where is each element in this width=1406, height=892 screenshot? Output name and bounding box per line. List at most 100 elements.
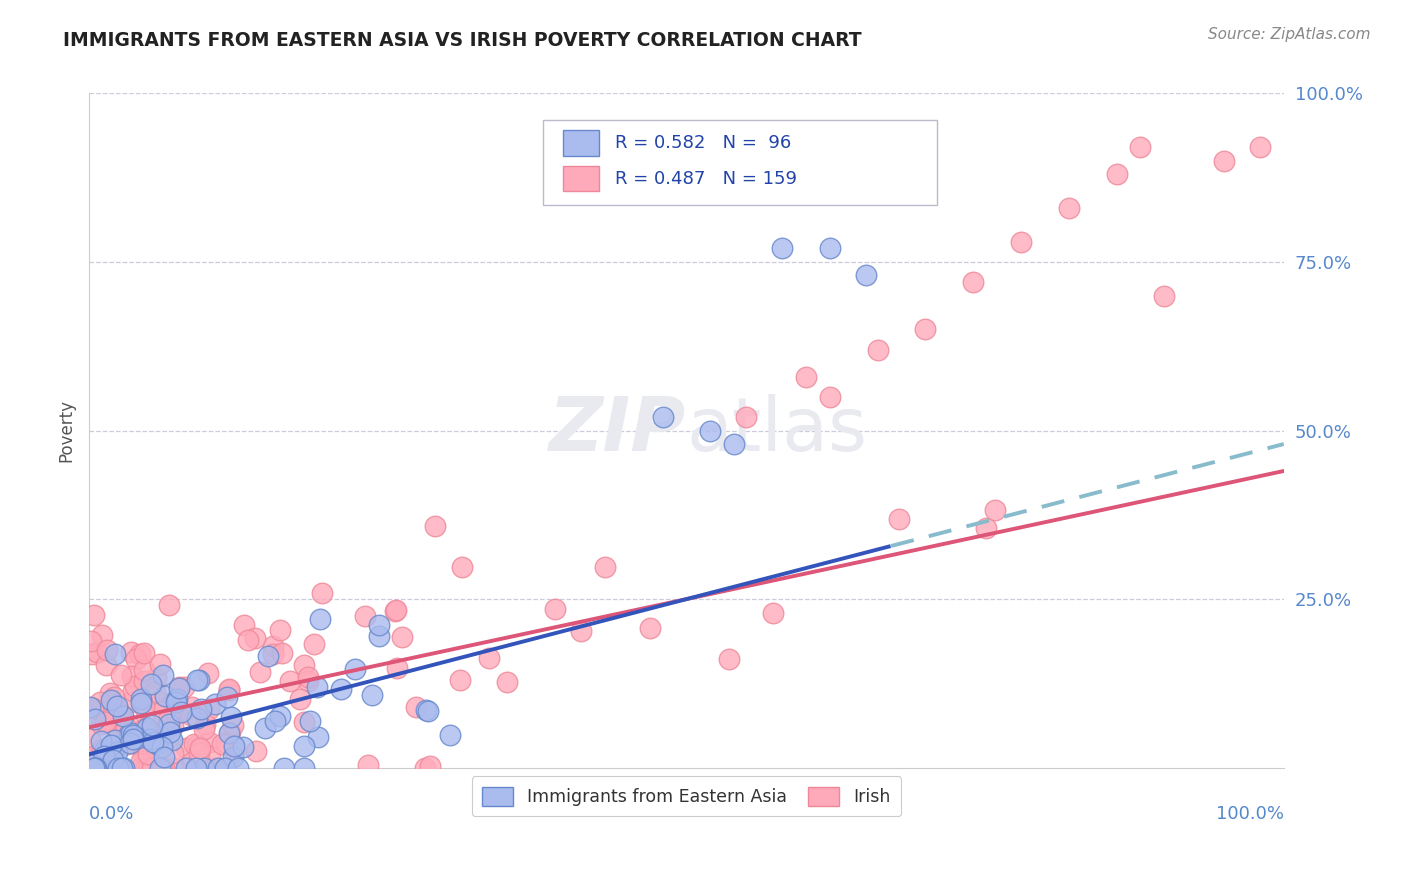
Point bbox=[111, 761, 134, 775]
Point bbox=[273, 761, 295, 775]
Point bbox=[174, 761, 197, 775]
Point bbox=[103, 751, 125, 765]
Point bbox=[118, 695, 141, 709]
Point bbox=[111, 723, 134, 737]
Point bbox=[159, 725, 181, 739]
Point bbox=[425, 519, 447, 533]
Point bbox=[1057, 201, 1080, 215]
Point bbox=[983, 503, 1005, 517]
Point bbox=[214, 761, 236, 775]
Point bbox=[89, 761, 111, 775]
Point bbox=[86, 645, 108, 659]
Point bbox=[94, 761, 117, 775]
Point bbox=[139, 761, 162, 775]
Point bbox=[135, 721, 157, 735]
Point bbox=[478, 651, 501, 665]
Point bbox=[198, 748, 221, 763]
Point bbox=[219, 724, 242, 739]
Point bbox=[79, 731, 101, 746]
Point bbox=[84, 761, 107, 775]
Point bbox=[186, 738, 208, 752]
Bar bbox=[564, 130, 599, 156]
Point bbox=[297, 670, 319, 684]
Text: IMMIGRANTS FROM EASTERN ASIA VS IRISH POVERTY CORRELATION CHART: IMMIGRANTS FROM EASTERN ASIA VS IRISH PO… bbox=[63, 31, 862, 50]
Point bbox=[149, 657, 172, 671]
Point bbox=[1213, 153, 1236, 168]
Point bbox=[221, 750, 243, 764]
Point bbox=[311, 585, 333, 599]
Point bbox=[718, 651, 741, 665]
Point bbox=[735, 410, 758, 425]
Point bbox=[79, 699, 101, 714]
Point bbox=[211, 738, 233, 752]
Point bbox=[221, 710, 243, 724]
Point bbox=[794, 369, 817, 384]
Point bbox=[150, 704, 173, 718]
Point bbox=[84, 761, 107, 775]
Point bbox=[367, 618, 389, 632]
Point bbox=[855, 268, 877, 283]
Point bbox=[138, 761, 160, 775]
Point bbox=[166, 692, 188, 706]
Point bbox=[122, 683, 145, 698]
Text: R = 0.487   N = 159: R = 0.487 N = 159 bbox=[614, 170, 797, 188]
Point bbox=[232, 618, 254, 632]
Point bbox=[146, 726, 169, 740]
Text: ZIP: ZIP bbox=[550, 394, 686, 467]
Point bbox=[367, 629, 389, 643]
Point bbox=[1010, 235, 1032, 249]
Point bbox=[450, 560, 472, 574]
Point bbox=[83, 712, 105, 726]
Point bbox=[165, 695, 187, 709]
Point bbox=[249, 665, 271, 679]
Point bbox=[195, 761, 218, 775]
Point bbox=[190, 702, 212, 716]
Point bbox=[83, 748, 105, 763]
Point bbox=[84, 747, 107, 762]
Point bbox=[245, 744, 267, 758]
Point bbox=[153, 689, 176, 703]
Point bbox=[103, 711, 125, 725]
Point bbox=[149, 761, 172, 775]
Point bbox=[146, 737, 169, 751]
Point bbox=[120, 644, 142, 658]
Point bbox=[103, 690, 125, 705]
Point bbox=[97, 714, 120, 728]
Point bbox=[254, 721, 277, 735]
Point bbox=[222, 718, 245, 732]
Point bbox=[89, 695, 111, 709]
Point bbox=[112, 761, 135, 775]
Point bbox=[593, 560, 616, 574]
Point bbox=[98, 761, 121, 775]
Point bbox=[101, 741, 124, 756]
Point bbox=[152, 668, 174, 682]
Point bbox=[157, 598, 180, 612]
Point bbox=[86, 761, 108, 775]
Point bbox=[150, 761, 173, 775]
Point bbox=[207, 761, 229, 775]
Point bbox=[167, 680, 190, 694]
Point bbox=[187, 673, 209, 687]
Point bbox=[80, 757, 103, 772]
Point bbox=[1153, 288, 1175, 302]
Point bbox=[136, 721, 159, 735]
Point bbox=[100, 739, 122, 753]
Point bbox=[262, 647, 284, 661]
Point bbox=[418, 704, 440, 718]
Point bbox=[193, 761, 215, 775]
Point bbox=[263, 714, 285, 728]
Point bbox=[292, 657, 315, 672]
Point bbox=[976, 521, 998, 535]
Point bbox=[111, 709, 134, 723]
Point bbox=[80, 759, 103, 773]
Point bbox=[866, 343, 889, 357]
Point bbox=[115, 737, 138, 751]
Point bbox=[87, 761, 110, 775]
Point bbox=[139, 732, 162, 747]
Point bbox=[84, 761, 107, 775]
Point bbox=[129, 692, 152, 706]
Point bbox=[215, 736, 238, 750]
Point bbox=[125, 652, 148, 666]
Point bbox=[405, 700, 427, 714]
Point bbox=[204, 697, 226, 711]
